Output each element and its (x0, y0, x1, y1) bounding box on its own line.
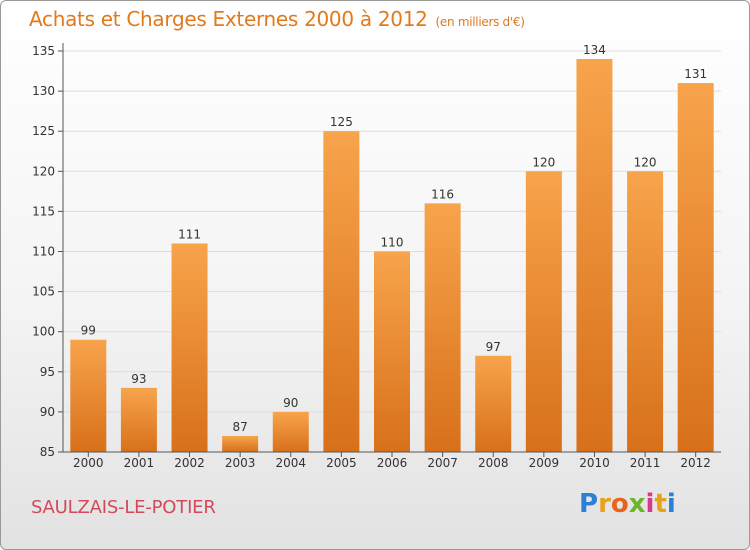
logo-letter: i (666, 489, 676, 519)
axes: 85 90 95 100 105 110 115 120 125 130 135 2000 2001 20… (32, 43, 721, 470)
city-name: SAULZAIS-LE-POTIER (31, 497, 216, 518)
bar (525, 171, 562, 453)
bar-value-label: 87 (233, 420, 248, 434)
bar-value-label: 131 (684, 67, 707, 81)
bar-value-label: 125 (330, 115, 353, 129)
x-tick-label: 2003 (225, 456, 256, 470)
logo-letter: r (598, 489, 611, 519)
y-tick-label: 120 (32, 164, 55, 178)
bar-value-label: 93 (131, 372, 146, 386)
bar (424, 203, 461, 452)
y-tick-label: 95 (40, 365, 55, 379)
logo-letter: t (654, 489, 667, 519)
y-tick-label: 115 (32, 204, 55, 218)
bar (171, 243, 208, 452)
bar (677, 83, 714, 452)
x-tick-label: 2011 (630, 456, 661, 470)
logo-letter: i (645, 489, 655, 519)
bar-value-label: 116 (431, 187, 454, 201)
y-tick-label: 90 (40, 405, 55, 419)
bar-value-label: 120 (532, 155, 555, 169)
bar-value-label: 110 (381, 236, 404, 250)
x-tick-label: 2007 (427, 456, 458, 470)
proxiti-logo: Proxiti (579, 489, 676, 519)
x-tick-label: 2000 (73, 456, 104, 470)
logo-letter: o (610, 489, 629, 519)
bar (627, 171, 664, 453)
x-tick-label: 2001 (124, 456, 155, 470)
bar (272, 411, 309, 452)
y-tick-label: 135 (32, 44, 55, 58)
y-tick-label: 85 (40, 445, 55, 459)
chart-title: Achats et Charges Externes 2000 à 2012 (e… (29, 7, 525, 31)
y-tick-label: 105 (32, 285, 55, 299)
bar-value-label: 99 (81, 324, 96, 338)
bar-value-label: 90 (283, 396, 298, 410)
bar-value-label: 134 (583, 43, 606, 57)
x-tick-label: 2005 (326, 456, 357, 470)
y-tick-label: 125 (32, 124, 55, 138)
x-tick-label: 2008 (478, 456, 509, 470)
bar-value-label: 120 (634, 155, 657, 169)
bar-value-label: 111 (178, 227, 201, 241)
y-tick-label: 110 (32, 245, 55, 259)
bar (120, 387, 157, 452)
bar (70, 339, 107, 452)
chart-unit: (en milliers d'€) (435, 15, 525, 29)
bars: 99 93 111 87 90 125 110 116 97 120 134 120 131 (70, 43, 714, 453)
y-tick-label: 130 (32, 84, 55, 98)
bar (475, 355, 512, 452)
bar-value-label: 97 (486, 340, 501, 354)
x-tick-label: 2004 (275, 456, 306, 470)
logo-letter: P (579, 489, 599, 519)
logo-letter: x (628, 489, 646, 519)
bar (374, 251, 410, 452)
x-tick-label: 2009 (529, 456, 560, 470)
bar (323, 131, 360, 452)
bar (576, 59, 613, 453)
chart-title-text: Achats et Charges Externes 2000 à 2012 (29, 7, 428, 31)
x-tick-label: 2006 (377, 456, 408, 470)
x-tick-label: 2012 (680, 456, 711, 470)
y-tick-label: 100 (32, 325, 55, 339)
x-tick-label: 2002 (174, 456, 205, 470)
x-tick-label: 2010 (579, 456, 610, 470)
bar (222, 435, 259, 452)
